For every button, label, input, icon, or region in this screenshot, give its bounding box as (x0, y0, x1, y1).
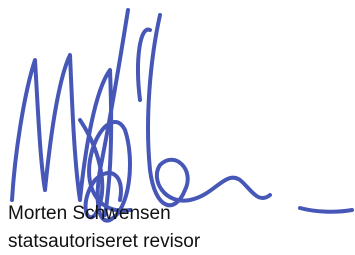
signer-title: statsautoriseret revisor (8, 232, 200, 251)
stroke (300, 208, 352, 212)
page: Morten Schwensen statsautoriseret reviso… (0, 0, 355, 255)
signer-name: Morten Schwensen (8, 204, 171, 223)
stroke (148, 15, 270, 205)
